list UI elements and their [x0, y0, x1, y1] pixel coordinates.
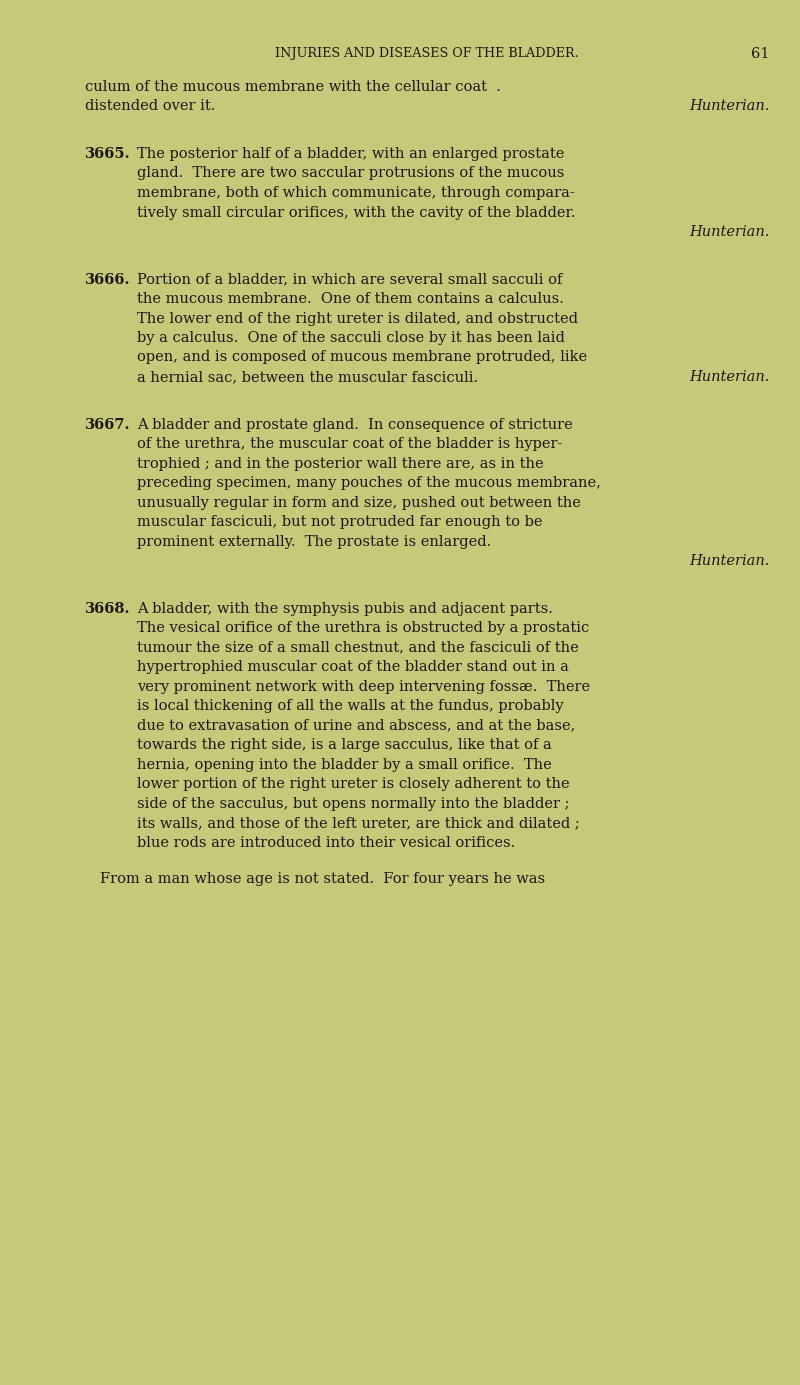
- Text: prominent externally.  The prostate is enlarged.: prominent externally. The prostate is en…: [137, 535, 491, 548]
- Text: The vesical orifice of the urethra is obstructed by a prostatic: The vesical orifice of the urethra is ob…: [137, 620, 590, 634]
- Text: Hunterian.: Hunterian.: [690, 370, 770, 384]
- Text: 3666.: 3666.: [85, 273, 130, 287]
- Text: muscular fasciculi, but not protruded far enough to be: muscular fasciculi, but not protruded fa…: [137, 515, 542, 529]
- Text: From a man whose age is not stated.  For four years he was: From a man whose age is not stated. For …: [100, 871, 545, 886]
- Text: open, and is composed of mucous membrane protruded, like: open, and is composed of mucous membrane…: [137, 350, 587, 364]
- Text: a hernial sac, between the muscular fasciculi.: a hernial sac, between the muscular fasc…: [137, 370, 478, 384]
- Text: culum of the mucous membrane with the cellular coat  .: culum of the mucous membrane with the ce…: [85, 80, 501, 94]
- Text: Hunterian.: Hunterian.: [690, 100, 770, 114]
- Text: Portion of a bladder, in which are several small sacculi of: Portion of a bladder, in which are sever…: [137, 273, 562, 287]
- Text: tumour the size of a small chestnut, and the fasciculi of the: tumour the size of a small chestnut, and…: [137, 640, 578, 655]
- Text: very prominent network with deep intervening fossæ.  There: very prominent network with deep interve…: [137, 680, 590, 694]
- Text: due to extravasation of urine and abscess, and at the base,: due to extravasation of urine and absces…: [137, 719, 575, 733]
- Text: its walls, and those of the left ureter, are thick and dilated ;: its walls, and those of the left ureter,…: [137, 816, 580, 830]
- Text: of the urethra, the muscular coat of the bladder is hyper-: of the urethra, the muscular coat of the…: [137, 438, 562, 452]
- Text: 3668.: 3668.: [85, 601, 130, 615]
- Text: hypertrophied muscular coat of the bladder stand out in a: hypertrophied muscular coat of the bladd…: [137, 661, 569, 674]
- Text: 3665.: 3665.: [85, 147, 130, 161]
- Text: lower portion of the right ureter is closely adherent to the: lower portion of the right ureter is clo…: [137, 777, 570, 791]
- Text: blue rods are introduced into their vesical orifices.: blue rods are introduced into their vesi…: [137, 835, 515, 849]
- Text: Hunterian.: Hunterian.: [690, 224, 770, 240]
- Text: A bladder, with the symphysis pubis and adjacent parts.: A bladder, with the symphysis pubis and …: [137, 601, 553, 615]
- Text: membrane, both of which communicate, through compara-: membrane, both of which communicate, thr…: [137, 186, 574, 199]
- Text: hernia, opening into the bladder by a small orifice.  The: hernia, opening into the bladder by a sm…: [137, 758, 552, 771]
- Text: by a calculus.  One of the sacculi close by it has been laid: by a calculus. One of the sacculi close …: [137, 331, 565, 345]
- Text: towards the right side, is a large sacculus, like that of a: towards the right side, is a large saccu…: [137, 738, 552, 752]
- Text: Hunterian.: Hunterian.: [690, 554, 770, 568]
- Text: INJURIES AND DISEASES OF THE BLADDER.: INJURIES AND DISEASES OF THE BLADDER.: [275, 47, 579, 60]
- Text: the mucous membrane.  One of them contains a calculus.: the mucous membrane. One of them contain…: [137, 292, 564, 306]
- Text: trophied ; and in the posterior wall there are, as in the: trophied ; and in the posterior wall the…: [137, 457, 544, 471]
- Text: side of the sacculus, but opens normally into the bladder ;: side of the sacculus, but opens normally…: [137, 796, 570, 810]
- Text: tively small circular orifices, with the cavity of the bladder.: tively small circular orifices, with the…: [137, 205, 575, 219]
- Text: is local thickening of all the walls at the fundus, probably: is local thickening of all the walls at …: [137, 699, 564, 713]
- Text: A bladder and prostate gland.  In consequence of stricture: A bladder and prostate gland. In consequ…: [137, 417, 573, 432]
- Text: distended over it.: distended over it.: [85, 100, 215, 114]
- Text: 61: 61: [751, 47, 770, 61]
- Text: preceding specimen, many pouches of the mucous membrane,: preceding specimen, many pouches of the …: [137, 476, 601, 490]
- Text: 3667.: 3667.: [85, 417, 130, 432]
- Text: unusually regular in form and size, pushed out between the: unusually regular in form and size, push…: [137, 496, 581, 510]
- Text: gland.  There are two saccular protrusions of the mucous: gland. There are two saccular protrusion…: [137, 166, 564, 180]
- Text: The posterior half of a bladder, with an enlarged prostate: The posterior half of a bladder, with an…: [137, 147, 564, 161]
- Text: The lower end of the right ureter is dilated, and obstructed: The lower end of the right ureter is dil…: [137, 312, 578, 325]
